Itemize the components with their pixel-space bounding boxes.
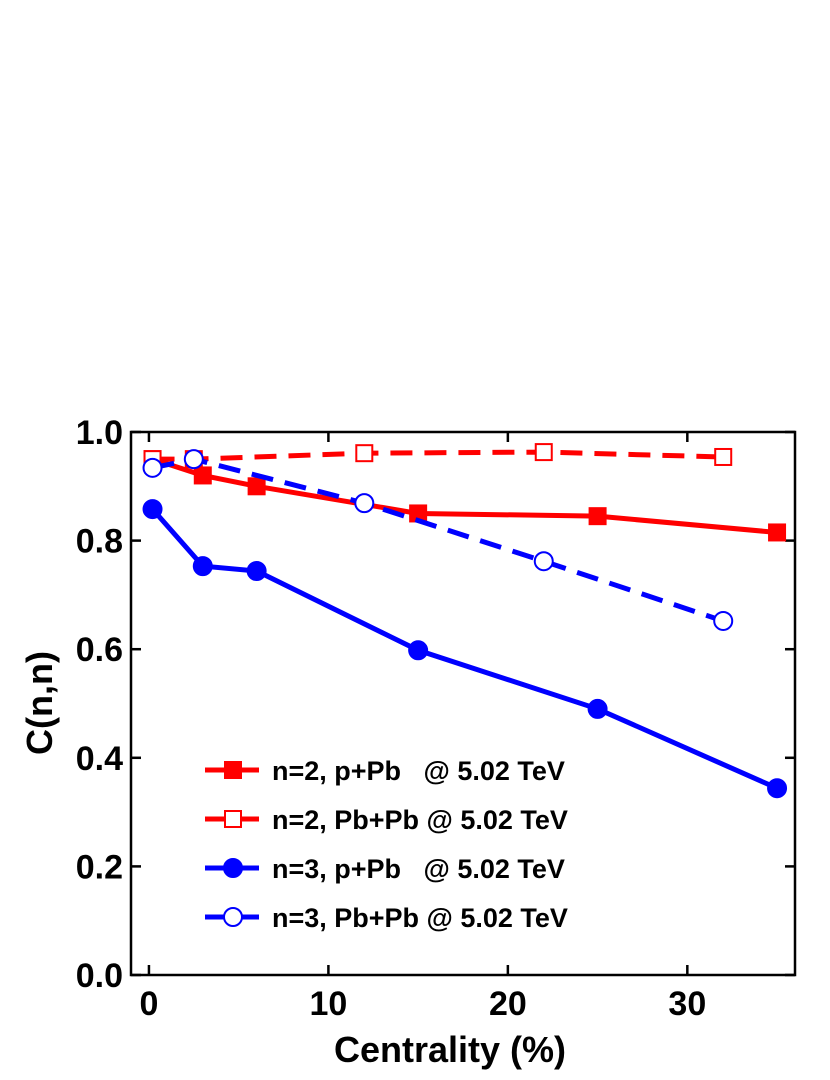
marker [142, 499, 163, 520]
marker [768, 523, 787, 542]
y-tick-label: 0.4 [76, 740, 123, 778]
marker [193, 466, 212, 485]
marker [767, 778, 788, 799]
series-line [150, 507, 779, 791]
series-line [151, 456, 778, 535]
marker [355, 444, 374, 463]
x-tick-label: 10 [309, 985, 347, 1023]
legend-label: n=2, p+Pb @ 5.02 TeV [272, 756, 565, 786]
legend-label: n=2, Pb+Pb @ 5.02 TeV [272, 805, 568, 835]
legend-marker [224, 810, 242, 828]
marker [714, 447, 733, 466]
marker [587, 698, 608, 719]
y-tick-label: 0.8 [76, 523, 123, 561]
series-line [152, 449, 724, 462]
legend-label: n=3, p+Pb @ 5.02 TeV [272, 854, 565, 884]
x-tick-label: 30 [668, 985, 706, 1023]
y-tick-label: 0.6 [76, 631, 123, 669]
marker [183, 449, 204, 470]
plot-frame [129, 430, 797, 977]
marker [588, 507, 607, 526]
y-tick-label: 0.2 [76, 848, 123, 886]
marker [246, 561, 267, 582]
marker [142, 457, 163, 478]
y-tick-label: 0.0 [76, 957, 123, 995]
x-axis-title: Centrality (%) [334, 1029, 566, 1070]
x-tick-label: 0 [139, 985, 158, 1023]
marker [713, 610, 734, 631]
legend-marker [223, 858, 243, 878]
legend-label: n=3, Pb+Pb @ 5.02 TeV [272, 903, 568, 933]
marker [533, 551, 554, 572]
legend-marker [223, 907, 243, 927]
marker [192, 556, 213, 577]
marker [247, 477, 266, 496]
marker [354, 493, 375, 514]
x-tick-label: 20 [489, 985, 527, 1023]
marker [534, 443, 553, 462]
y-axis-title: C(n,n) [19, 651, 60, 755]
marker [408, 640, 429, 661]
legend-marker [224, 761, 242, 779]
y-tick-label: 1.0 [76, 414, 123, 452]
